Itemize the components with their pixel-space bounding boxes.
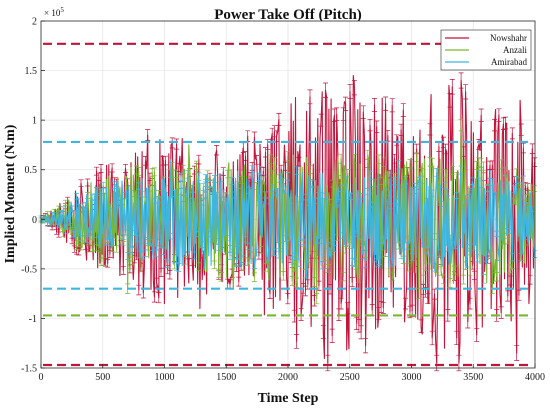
y-tick-label: 0.5 bbox=[25, 165, 38, 176]
y-tick-label: 1.5 bbox=[25, 66, 38, 77]
y-multiplier-exp: 5 bbox=[60, 6, 64, 14]
x-tick-label: 1000 bbox=[155, 372, 175, 383]
y-multiplier-base: × 10 bbox=[44, 8, 61, 18]
y-tick-label: 2 bbox=[32, 17, 37, 28]
x-axis-ticks: 0 500 1000 1500 2000 2500 3000 3500 4000 bbox=[39, 364, 545, 383]
y-axis-ticks: -1.5 -1 -0.5 0 0.5 1 1.5 2 bbox=[21, 17, 45, 375]
legend-label: Nowshahr bbox=[490, 33, 527, 43]
legend-label: Amirabad bbox=[491, 57, 527, 67]
x-axis-label: Time Step bbox=[258, 391, 319, 406]
x-tick-label: 0 bbox=[39, 372, 44, 383]
legend-label: Anzali bbox=[503, 45, 527, 55]
x-tick-label: 3000 bbox=[402, 372, 422, 383]
x-tick-label: 3500 bbox=[463, 372, 483, 383]
x-tick-label: 2500 bbox=[340, 372, 360, 383]
x-tick-label: 2000 bbox=[278, 372, 298, 383]
x-tick-label: 500 bbox=[95, 372, 110, 383]
y-axis-label: Implied Moment (N.m) bbox=[3, 124, 18, 263]
x-tick-label: 4000 bbox=[525, 372, 545, 383]
x-tick-label: 1500 bbox=[216, 372, 236, 383]
y-tick-label: -0.5 bbox=[21, 264, 37, 275]
y-tick-label: 1 bbox=[32, 116, 37, 127]
y-tick-label: 0 bbox=[32, 215, 37, 226]
y-multiplier-label: × 105 bbox=[44, 6, 64, 18]
legend: Nowshahr Anzali Amirabad bbox=[440, 29, 532, 71]
series-amirabad bbox=[38, 159, 537, 284]
y-tick-label: -1 bbox=[29, 314, 37, 325]
y-tick-label: -1.5 bbox=[21, 364, 37, 375]
chart-title: Power Take Off (Pitch) bbox=[214, 7, 362, 23]
